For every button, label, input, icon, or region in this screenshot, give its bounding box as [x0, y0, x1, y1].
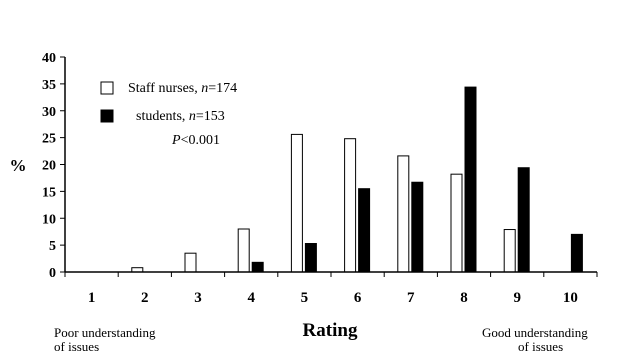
right-note-line2: of issues [518, 339, 563, 354]
left-note-line2: of issues [54, 339, 99, 354]
x-tick-label: 9 [513, 290, 521, 306]
y-tick-label: 25 [42, 132, 56, 147]
bar-students [304, 243, 317, 273]
bar-staff-nurses [397, 155, 410, 273]
left-note-line1: Poor understanding [54, 325, 156, 340]
x-tick-label: 2 [141, 290, 149, 306]
p-value-annotation: P<0.001 [171, 133, 220, 148]
y-tick-label: 0 [49, 266, 56, 281]
right-note-line1: Good understanding [482, 325, 588, 340]
bar-students [411, 181, 424, 273]
legend-swatch-students [100, 109, 114, 123]
y-tick-label: 20 [42, 159, 56, 174]
legend-label-staff: Staff nurses, n=174 [128, 81, 237, 96]
x-tick-label: 4 [247, 290, 255, 306]
y-tick-label: 10 [42, 212, 56, 227]
bar-students [358, 188, 371, 273]
bar-staff-nurses [237, 228, 250, 273]
legend-label-students: students, n=153 [136, 109, 225, 124]
y-tick-label: 5 [49, 239, 56, 254]
bar-staff-nurses [503, 229, 516, 273]
y-tick-label: 35 [42, 78, 56, 93]
bar-staff-nurses [450, 173, 463, 273]
x-axis: 1 2 3 4 5 6 7 8 9 10 [64, 271, 598, 306]
bar-staff-nurses [344, 138, 357, 273]
bar-students [517, 167, 530, 273]
x-tick-label: 8 [460, 290, 468, 306]
y-axis-label: % [10, 156, 27, 175]
bar-students [464, 86, 477, 273]
x-tick-label: 10 [563, 290, 578, 306]
legend: Staff nurses, n=174 students, n=153 P<0.… [100, 81, 237, 148]
bar-staff-nurses [184, 252, 197, 273]
y-axis: 0 5 10 15 20 25 30 35 40 [42, 51, 66, 281]
x-tick-label: 5 [301, 290, 309, 306]
y-tick-label: 40 [42, 51, 56, 66]
x-axis-label: Rating [303, 320, 358, 341]
bar-students [570, 233, 583, 273]
bar-staff-nurses [290, 133, 303, 273]
y-tick-label: 30 [42, 105, 56, 120]
x-tick-label: 6 [354, 290, 362, 306]
x-tick-label: 3 [194, 290, 202, 306]
legend-swatch-staff [100, 81, 114, 95]
bars-group [131, 86, 583, 273]
x-tick-label: 1 [88, 290, 96, 306]
x-tick-label: 7 [407, 290, 415, 306]
bar-students [251, 261, 264, 273]
y-tick-label: 15 [42, 185, 56, 200]
